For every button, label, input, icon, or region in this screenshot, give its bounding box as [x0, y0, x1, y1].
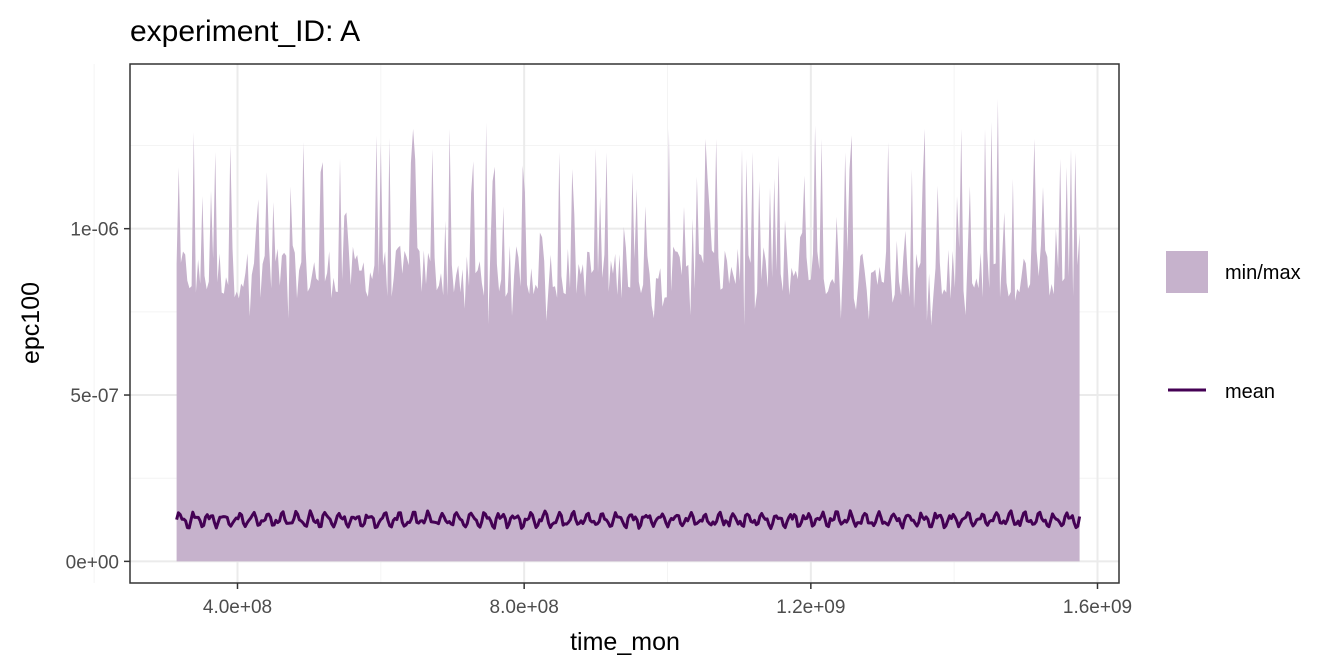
x-tick-label: 4.0e+08	[203, 597, 272, 618]
axes: 4.0e+08 8.0e+08 1.2e+09 1.6e+09 0e+00 5e-07 1e…	[66, 220, 1132, 618]
y-axis-title: epc100	[17, 282, 45, 364]
x-tick-label: 8.0e+08	[490, 597, 559, 618]
min-max-ribbon	[176, 98, 1080, 562]
legend-key-minmax	[1166, 251, 1208, 293]
chart-title: experiment_ID: A	[130, 15, 360, 48]
legend: min/max mean	[1166, 251, 1301, 403]
legend-label-mean: mean	[1225, 381, 1275, 403]
y-tick-label: 1e-06	[70, 220, 119, 241]
y-tick-label: 0e+00	[66, 552, 119, 573]
mean-line	[175, 509, 1082, 530]
x-tick-label: 1.6e+09	[1063, 597, 1132, 618]
panel-border	[129, 63, 1120, 584]
x-axis-title: time_mon	[570, 628, 680, 656]
y-tick-label: 5e-07	[70, 386, 119, 407]
legend-label-minmax: min/max	[1225, 262, 1301, 284]
x-tick-label: 1.2e+09	[776, 597, 845, 618]
